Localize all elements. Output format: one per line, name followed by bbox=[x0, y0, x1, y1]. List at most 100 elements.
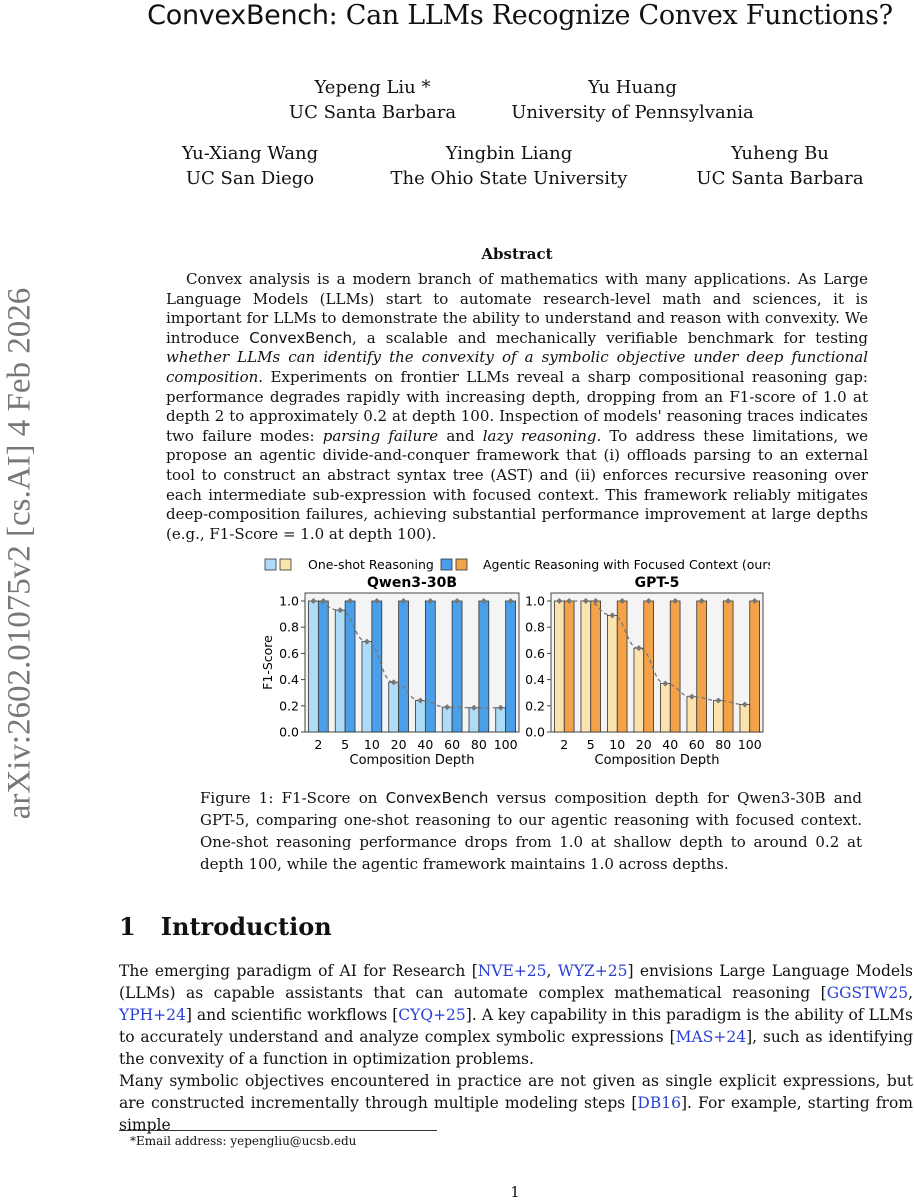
x-axis-label: Composition Depth bbox=[350, 753, 475, 768]
bar-agentic bbox=[749, 600, 760, 733]
y-tick-label: 0.8 bbox=[279, 620, 299, 635]
author: Yepeng Liu * UC Santa Barbara bbox=[270, 75, 475, 125]
bar-one-shot bbox=[334, 609, 346, 733]
y-tick-label: 0.8 bbox=[525, 620, 545, 635]
text: To address these limitations, we propose… bbox=[166, 426, 869, 543]
section-heading: 1 Introduction bbox=[119, 912, 332, 941]
citation-link[interactable]: WYZ+25 bbox=[557, 962, 628, 980]
text: , bbox=[908, 984, 913, 1002]
data-marker bbox=[645, 598, 652, 604]
author-affiliation: UC Santa Barbara bbox=[696, 168, 864, 189]
bar-one-shot bbox=[580, 600, 592, 733]
data-marker bbox=[672, 598, 679, 604]
emphasis: whether LLMs can identify the convexity … bbox=[166, 348, 868, 386]
bar-one-shot bbox=[660, 683, 671, 733]
citation-link[interactable]: CYQ+25 bbox=[398, 1006, 466, 1024]
bar-agentic bbox=[722, 600, 734, 733]
bar-one-shot bbox=[739, 704, 751, 733]
bar-agentic bbox=[317, 600, 329, 733]
text: Experiments on frontier LLMs reveal a sh… bbox=[166, 367, 868, 445]
y-tick-label: 0.6 bbox=[525, 646, 545, 661]
chart-title: GPT-5 bbox=[635, 575, 680, 591]
x-tick-label: 100 bbox=[494, 737, 518, 752]
bar-one-shot bbox=[441, 706, 453, 733]
bar-agentic bbox=[505, 600, 516, 733]
y-tick-label: 0.0 bbox=[279, 725, 299, 740]
title-text: : Can LLMs Recognize Convex Functions? bbox=[328, 0, 893, 31]
data-marker bbox=[741, 701, 748, 708]
abstract-heading: Abstract bbox=[481, 245, 553, 263]
data-marker bbox=[400, 598, 407, 604]
legend-swatch bbox=[279, 558, 292, 571]
x-tick-label: 60 bbox=[689, 737, 705, 752]
abstract-text: Convex analysis is a modern branch of ma… bbox=[166, 270, 868, 544]
text: ] envisions Large Language Models (LLMs)… bbox=[119, 962, 914, 1002]
y-axis-label: F1-Score bbox=[260, 635, 275, 690]
emphasis: lazy reasoning. bbox=[482, 426, 602, 445]
citation-link[interactable]: YPH+24 bbox=[119, 1006, 186, 1024]
y-tick-label: 0.2 bbox=[279, 698, 299, 713]
text: Convex analysis is a modern branch of ma… bbox=[166, 270, 868, 347]
text: , a scalable and mechanically verifiable… bbox=[351, 328, 868, 347]
y-tick-label: 0.2 bbox=[525, 698, 545, 713]
page-number: 1 bbox=[510, 1183, 520, 1200]
citation-link[interactable]: MAS+24 bbox=[675, 1028, 747, 1046]
emphasis: parsing failure bbox=[322, 426, 439, 445]
data-marker bbox=[373, 598, 380, 604]
data-marker bbox=[635, 645, 642, 652]
legend-swatch bbox=[455, 558, 468, 571]
footnote: *Email address: yepengliu@ucsb.edu bbox=[130, 1134, 357, 1148]
data-marker bbox=[619, 598, 626, 604]
x-tick-label: 100 bbox=[738, 737, 762, 752]
y-tick-label: 1.0 bbox=[525, 594, 545, 609]
citation-link[interactable]: GGSTW25 bbox=[826, 984, 909, 1002]
bar-one-shot bbox=[468, 707, 480, 733]
bar-agentic bbox=[424, 600, 436, 733]
bar-agentic bbox=[478, 600, 490, 733]
data-marker bbox=[497, 704, 504, 711]
benchmark-name: ConvexBench bbox=[147, 0, 329, 31]
text: and bbox=[438, 426, 483, 445]
x-tick-label: 60 bbox=[444, 737, 460, 752]
text: Figure 1: F1-Score on bbox=[200, 789, 386, 807]
bar-one-shot bbox=[308, 600, 319, 733]
intro-paragraph: Many symbolic objectives encountered in … bbox=[119, 1070, 913, 1136]
bar-one-shot bbox=[607, 615, 618, 733]
y-tick-label: 0.6 bbox=[279, 646, 299, 661]
x-tick-label: 80 bbox=[471, 737, 487, 752]
data-marker bbox=[507, 598, 514, 604]
bar-agentic bbox=[643, 600, 654, 733]
section-title: Introduction bbox=[160, 912, 332, 941]
author: Yuheng Bu UC Santa Barbara bbox=[685, 141, 875, 191]
citation-link[interactable]: DB16 bbox=[637, 1094, 681, 1112]
bar-agentic bbox=[616, 600, 628, 733]
legend-swatch bbox=[440, 558, 453, 571]
x-tick-label: 10 bbox=[364, 737, 380, 752]
y-tick-label: 0.4 bbox=[279, 672, 299, 687]
bar-agentic bbox=[344, 600, 356, 733]
x-tick-label: 80 bbox=[715, 737, 731, 752]
bar-one-shot bbox=[495, 707, 507, 733]
bar-one-shot bbox=[415, 700, 426, 733]
bar-one-shot bbox=[388, 681, 400, 733]
bar-one-shot bbox=[633, 647, 645, 733]
chart-title: Qwen3-30B bbox=[367, 575, 457, 591]
bar-agentic bbox=[371, 600, 383, 733]
author: Yingbin Liang The Ohio State University bbox=[378, 141, 640, 191]
data-marker bbox=[688, 693, 695, 700]
bar-agentic bbox=[451, 600, 463, 733]
text: ]. For example, starting from simple bbox=[119, 1094, 913, 1134]
bar-one-shot bbox=[554, 600, 565, 733]
x-tick-label: 40 bbox=[662, 737, 678, 752]
citation-link[interactable]: NVE+25 bbox=[477, 962, 547, 980]
data-marker bbox=[454, 598, 461, 604]
data-marker bbox=[582, 598, 589, 604]
x-tick-label: 20 bbox=[391, 737, 407, 752]
data-marker bbox=[427, 598, 434, 604]
data-marker bbox=[751, 598, 758, 604]
bar-agentic bbox=[398, 600, 409, 733]
data-marker bbox=[698, 598, 705, 604]
y-tick-label: 0.0 bbox=[525, 725, 545, 740]
text: The emerging paradigm of AI for Research… bbox=[119, 962, 478, 980]
bar-one-shot bbox=[361, 641, 373, 733]
